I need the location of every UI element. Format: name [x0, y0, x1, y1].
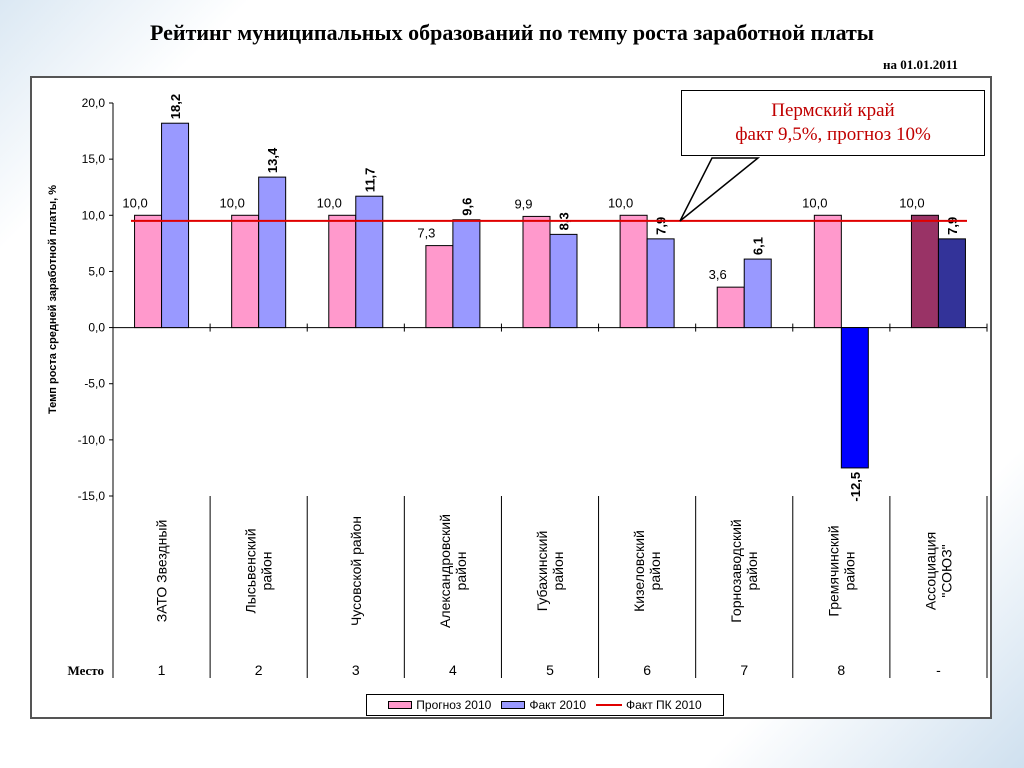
y-axis-title: Темп роста средней заработной платы, %	[47, 185, 59, 414]
data-label-forecast-6: 10,0	[608, 195, 633, 210]
category-label-4: Александровский	[437, 514, 453, 628]
category-label-5: район	[550, 552, 566, 591]
place-value-2: 2	[255, 662, 263, 678]
legend-label-fact: Факт 2010	[529, 698, 587, 712]
bar-forecast-3	[328, 214, 357, 329]
bar-fact-9	[937, 238, 966, 329]
bar-forecast-5	[522, 215, 551, 329]
legend-swatch-reference	[596, 704, 623, 706]
bar-fact-2	[258, 176, 287, 329]
bar-forecast-7	[716, 286, 745, 329]
data-label-fact-8: -12,5	[848, 472, 863, 502]
data-label-forecast-9: 10,0	[899, 195, 924, 210]
callout-pointer	[679, 157, 761, 222]
place-value-1: 1	[158, 662, 166, 678]
category-label-3: Чусовской район	[348, 516, 364, 626]
data-label-forecast-2: 10,0	[220, 195, 245, 210]
category-label-5: Губахинский	[534, 531, 550, 612]
data-label-fact-7: 6,1	[751, 237, 766, 255]
category-label-6: район	[647, 552, 663, 591]
data-label-fact-2: 13,4	[265, 147, 280, 173]
bar-fact-8	[840, 327, 869, 469]
data-label-fact-3: 11,7	[362, 168, 377, 193]
legend-swatch-forecast	[388, 701, 413, 709]
place-value-9: -	[936, 662, 941, 678]
y-tick-label: -10,0	[78, 433, 106, 447]
data-label-fact-1: 18,2	[168, 94, 183, 119]
category-label-1: ЗАТО Звездный	[154, 520, 170, 623]
y-tick-label: 15,0	[82, 152, 106, 166]
bar-fact-3	[355, 195, 384, 329]
legend: Прогноз 2010 Факт 2010 Факт ПК 2010	[366, 694, 724, 716]
y-tick-label: -5,0	[84, 377, 105, 391]
bar-fact-5	[549, 233, 578, 329]
places-row-label: Место	[67, 663, 104, 678]
legend-item-reference: Факт ПК 2010	[596, 698, 702, 712]
annotation-line1: Пермский край	[771, 100, 895, 121]
place-value-3: 3	[352, 662, 360, 678]
y-tick-label: 5,0	[88, 264, 105, 278]
place-value-6: 6	[643, 662, 651, 678]
bar-forecast-8	[813, 214, 842, 329]
place-value-4: 4	[449, 662, 457, 678]
annotation-line2: факт 9,5%, прогноз 10%	[735, 124, 931, 145]
legend-item-fact: Факт 2010	[501, 698, 586, 712]
y-tick-label: 10,0	[82, 208, 106, 222]
bar-forecast-9	[910, 214, 939, 329]
category-label-9: Ассоциация	[922, 532, 938, 610]
chart-title: Рейтинг муниципальных образований по тем…	[149, 20, 874, 45]
data-label-fact-6: 7,9	[654, 217, 669, 235]
bar-forecast-1	[134, 214, 163, 329]
y-tick-label: 0,0	[88, 321, 105, 335]
bar-fact-1	[161, 122, 190, 329]
category-label-8: Гремячинский	[825, 525, 841, 616]
category-label-9: "СОЮЗ"	[938, 544, 954, 597]
category-label-7: Горнозаводский	[728, 519, 744, 622]
category-label-4: район	[453, 552, 469, 591]
bar-forecast-6	[619, 214, 648, 329]
y-tick-label: -15,0	[78, 489, 106, 503]
chart-frame: 20,0 15,0 10,0 5,0 0,0 -5,0 -10,0 -15,0 Темп рос…	[30, 76, 992, 719]
bar-forecast-2	[231, 214, 260, 329]
category-label-7: район	[744, 552, 760, 591]
legend-label-reference: Факт ПК 2010	[626, 698, 702, 712]
data-label-forecast-7: 3,6	[709, 267, 727, 282]
legend-label-forecast: Прогноз 2010	[416, 698, 492, 712]
category-label-2: район	[259, 552, 275, 591]
bar-fact-7	[743, 258, 772, 329]
legend-swatch-fact	[501, 701, 526, 709]
place-value-7: 7	[740, 662, 748, 678]
bar-fact-6	[646, 238, 675, 329]
legend-item-forecast: Прогноз 2010	[388, 698, 491, 712]
bar-forecast-4	[425, 245, 454, 329]
chart-subtitle: на 01.01.2011	[882, 57, 958, 72]
data-label-forecast-1: 10,0	[122, 195, 147, 210]
place-value-8: 8	[837, 662, 845, 678]
bar-fact-4	[452, 219, 481, 329]
y-tick-label: 20,0	[82, 96, 106, 110]
category-label-8: район	[841, 552, 857, 591]
data-label-fact-4: 9,6	[459, 198, 474, 216]
category-label-6: Кизеловский	[631, 530, 647, 612]
data-label-forecast-8: 10,0	[802, 195, 827, 210]
annotation-callout: Пермский край факт 9,5%, прогноз 10%	[681, 90, 985, 156]
data-label-forecast-3: 10,0	[317, 195, 342, 210]
data-label-fact-9: 7,9	[945, 217, 960, 235]
data-label-forecast-5: 9,9	[514, 196, 532, 211]
place-value-5: 5	[546, 662, 554, 678]
category-label-2: Лысьвенский	[243, 528, 259, 613]
data-label-forecast-4: 7,3	[417, 226, 435, 241]
